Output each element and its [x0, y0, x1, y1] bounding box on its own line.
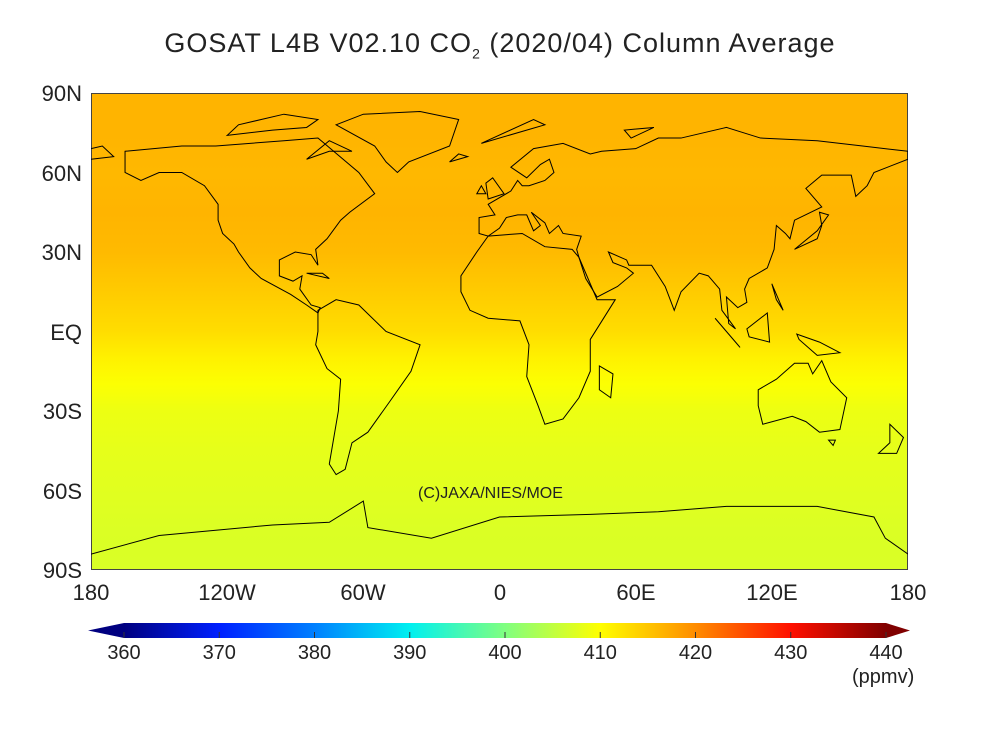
colorbar-ticks: [123, 632, 887, 638]
colorbar: [88, 623, 910, 638]
colorbar-tick-label: 370: [202, 642, 236, 664]
canadian-archipelago: [227, 114, 352, 159]
coastlines: [91, 93, 908, 570]
antarctica: [91, 501, 908, 554]
chart-title: GOSAT L4B V02.10 CO2 (2020/04) Column Av…: [0, 28, 1000, 61]
lon-tick-label: 120E: [746, 580, 798, 605]
title-subscript: 2: [472, 45, 481, 62]
colorbar-low-extend: [88, 623, 124, 638]
lon-tick-label: 180: [889, 580, 927, 605]
co2-map-field: [91, 93, 908, 570]
title-suffix: (2020/04) Column Average: [480, 28, 836, 58]
north-america: [125, 138, 375, 313]
lon-tick-label: 0: [493, 580, 507, 605]
colorbar-tick-label: 420: [678, 642, 713, 664]
colorbar-unit: (ppmv): [852, 666, 915, 688]
lat-tick-label: 60S: [42, 479, 82, 504]
south-america: [316, 300, 420, 475]
lat-tick-label: 90S: [42, 558, 82, 583]
lat-tick-label: EQ: [50, 320, 82, 345]
lat-tick-label: 30S: [42, 399, 82, 424]
lon-tick-label: 120W: [198, 580, 256, 605]
colorbar-tick-label: 410: [583, 642, 617, 664]
lat-tick-label: 30N: [41, 240, 82, 265]
greenland: [336, 112, 459, 173]
colorbar-tick-label: 360: [107, 642, 141, 664]
lat-tick-label: 60N: [41, 161, 82, 186]
lat-tick-label: 90N: [41, 81, 82, 106]
islands: [307, 120, 904, 454]
africa: [461, 233, 615, 424]
title-prefix: GOSAT L4B V02.10 CO: [164, 28, 473, 58]
colorbar-tick-label: 390: [393, 642, 427, 664]
lon-tick-label: 60W: [340, 580, 386, 605]
lon-tick-label: 60E: [616, 580, 656, 605]
lon-tick-label: 180: [72, 580, 110, 605]
colorbar-tick-label: 380: [297, 642, 332, 664]
colorbar-tick-label: 430: [774, 642, 808, 664]
eurasia: [91, 127, 908, 328]
copyright-text: (C)JAXA/NIES/MOE: [418, 485, 563, 502]
colorbar-tick-label: 400: [488, 642, 522, 664]
australia: [758, 361, 847, 446]
colorbar-high-extend: [886, 623, 910, 638]
colorbar-tick-label: 440: [869, 642, 903, 664]
